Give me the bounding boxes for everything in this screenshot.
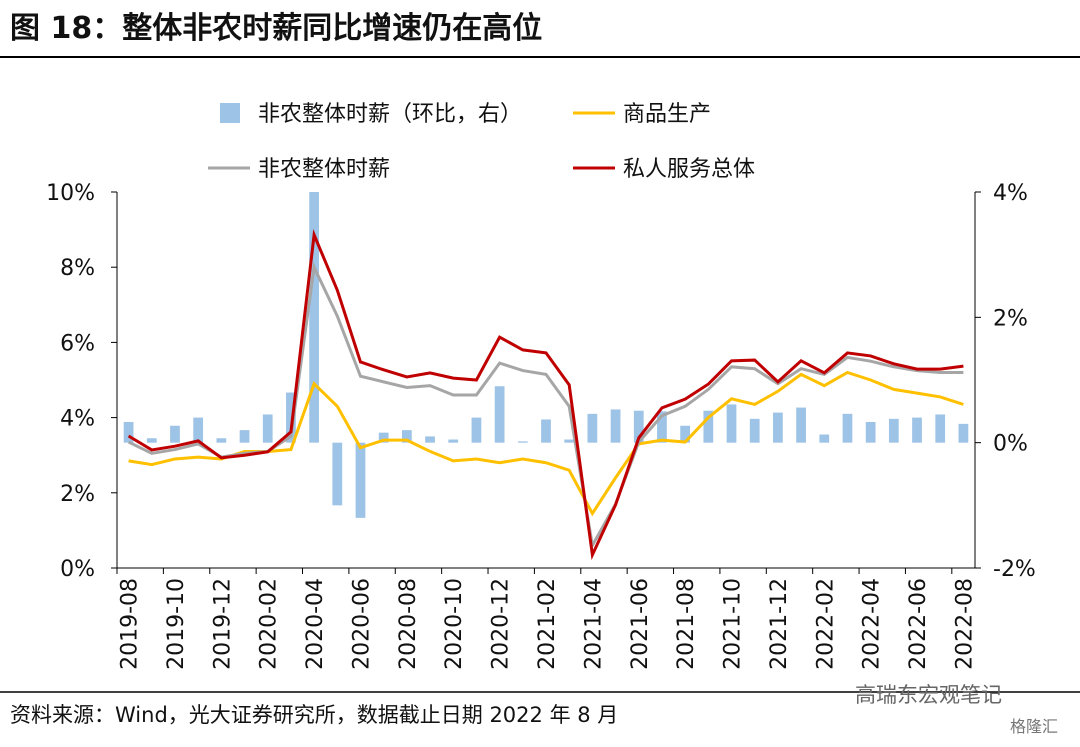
x-tick-label: 2020-02	[257, 578, 282, 670]
legend-label: 私人服务总体	[623, 157, 755, 182]
y-tick-label: 8%	[60, 256, 95, 281]
x-tick-label: 2020-04	[303, 578, 328, 670]
line	[128, 370, 964, 517]
y2-tick-label: 4%	[993, 181, 1028, 206]
watermark: 高瑞东宏观笔记	[855, 683, 1002, 707]
x-tick-label: 2022-04	[860, 578, 885, 670]
bar	[332, 442, 343, 506]
x-tick-label: 2022-06	[906, 578, 931, 670]
bar	[448, 439, 459, 443]
legend-label: 非农整体时薪	[258, 157, 390, 182]
bar	[541, 419, 551, 443]
legend-swatch	[220, 103, 240, 123]
bar	[958, 423, 969, 443]
y-tick-label: 10%	[46, 181, 95, 206]
legend-label: 非农整体时薪（环比，右）	[258, 102, 522, 127]
bar	[193, 417, 204, 443]
x-tick-label: 2020-06	[349, 578, 374, 670]
bar	[587, 413, 598, 443]
x-tick-label: 2022-02	[813, 578, 838, 670]
bar	[773, 412, 783, 443]
y2-tick-label: 0%	[993, 432, 1028, 457]
bar	[471, 417, 482, 443]
bar	[703, 410, 714, 443]
bar	[239, 430, 250, 443]
y-tick-label: 2%	[60, 482, 95, 507]
y2-tick-label: 2%	[993, 306, 1028, 331]
bar	[633, 410, 644, 443]
x-tick-label: 2021-10	[721, 578, 746, 670]
x-tick-label: 2022-08	[952, 578, 977, 670]
x-tick-label: 2020-08	[396, 578, 421, 670]
x-tick-label: 2020-10	[442, 578, 467, 670]
x-tick-label: 2021-02	[535, 578, 560, 670]
bar	[865, 421, 876, 443]
legend-label: 商品生产	[623, 102, 711, 127]
source: 资料来源：Wind，光大证券研究所，数据截止日期 2022 年 8 月	[10, 703, 618, 727]
chart-title: 图 18：整体非农时薪同比增速仍在高位	[10, 11, 542, 46]
x-tick-label: 2019-12	[210, 578, 235, 670]
bar	[680, 425, 691, 443]
bar	[842, 413, 853, 443]
bar	[401, 430, 412, 443]
x-tick-label: 2021-04	[581, 578, 606, 670]
bar	[796, 407, 806, 443]
bar	[888, 418, 899, 443]
x-tick-label: 2021-12	[767, 578, 792, 670]
x-tick-label: 2019-08	[118, 578, 143, 670]
bar	[286, 392, 296, 443]
bar	[517, 441, 528, 443]
bar	[309, 192, 319, 443]
bar	[355, 442, 366, 518]
y-tick-label: 6%	[60, 331, 95, 356]
x-tick-label: 2020-12	[489, 578, 514, 670]
bar	[425, 436, 435, 443]
y2-tick-label: -2%	[993, 557, 1036, 582]
line	[127, 262, 964, 550]
bar	[146, 438, 157, 443]
bar	[819, 434, 830, 443]
bar	[378, 432, 389, 443]
bar	[262, 414, 273, 443]
y-tick-label: 0%	[60, 557, 95, 582]
bar	[564, 439, 575, 443]
bar	[749, 418, 760, 443]
bar	[935, 414, 946, 443]
bar	[216, 438, 227, 443]
watermark: 格隆汇	[1010, 717, 1058, 736]
bar	[912, 417, 922, 443]
bar	[170, 425, 180, 443]
bar	[657, 411, 667, 443]
x-tick-label: 2021-06	[628, 578, 653, 670]
x-tick-label: 2019-10	[164, 578, 189, 670]
x-tick-label: 2021-08	[674, 578, 699, 670]
bar	[726, 404, 737, 443]
bar	[494, 386, 505, 443]
line	[127, 229, 964, 561]
bar	[610, 409, 621, 443]
y-tick-label: 4%	[60, 407, 95, 432]
bar	[123, 421, 134, 443]
